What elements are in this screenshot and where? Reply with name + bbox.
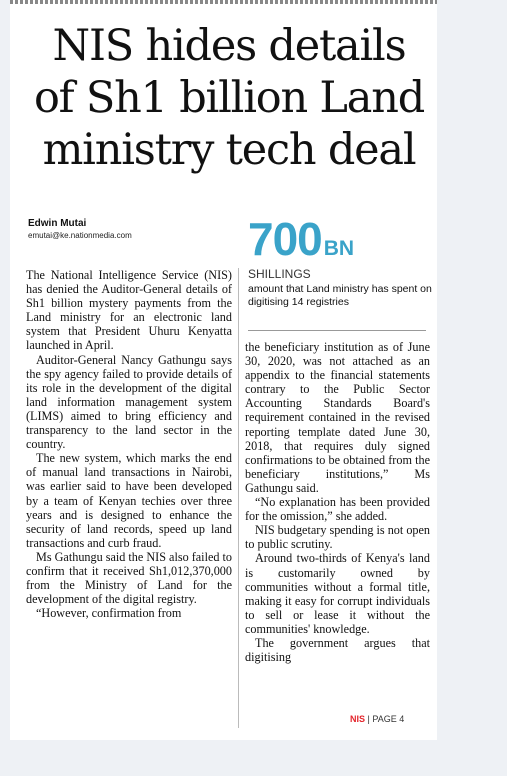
paragraph: “No explanation has been provided for th… [245, 495, 430, 524]
paragraph: “However, confirmation from [36, 606, 182, 621]
paragraph: Around two-thirds of Kenya's land is cus… [245, 551, 430, 636]
paragraph: Ms Gathungu said the NIS also failed to … [26, 549, 232, 607]
paragraph: The National Intelligence Service (NIS) … [26, 268, 232, 353]
continuation-tag: NIS [350, 714, 366, 724]
author-email: emutai@ke.nationmedia.com [28, 231, 132, 240]
stat-description: amount that Land ministry has spent on d… [248, 283, 432, 308]
author-name: Edwin Mutai [28, 218, 87, 229]
paragraph: Auditor-General Nancy Gathungu says the … [26, 352, 232, 452]
top-rule [10, 0, 437, 4]
stat-divider [248, 330, 426, 331]
paragraph: The new system, which marks the end of m… [26, 451, 232, 550]
paragraph: The government argues that digitising [245, 635, 430, 665]
article-column-2: the beneficiary institution as of June 3… [245, 340, 430, 664]
newspaper-page: NIS hides details of Sh1 billion Land mi… [10, 0, 437, 740]
stat-callout: 700BN SHILLINGS amount that Land ministr… [248, 215, 433, 309]
headline: NIS hides details of Sh1 billion Land mi… [24, 20, 434, 176]
headline-line-3: ministry tech deal [42, 125, 417, 175]
stat-number: 700 [248, 213, 323, 265]
headline-line-1: NIS hides details [52, 21, 407, 71]
stat-figure: 700BN [248, 215, 433, 263]
continuation-reference: NIS | PAGE 4 [350, 714, 404, 724]
continuation-separator: | [367, 714, 370, 724]
headline-line-2: of Sh1 billion Land [33, 73, 425, 123]
column-divider [238, 268, 239, 728]
article-column-1: The National Intelligence Service (NIS) … [26, 268, 232, 620]
stat-unit: BN [323, 237, 355, 260]
continuation-page: PAGE 4 [372, 714, 405, 724]
byline: Edwin Mutai emutai@ke.nationmedia.com [28, 218, 132, 240]
paragraph: the beneficiary institution as of June 3… [245, 340, 430, 495]
paragraph: NIS budgetary spending is not open to pu… [245, 523, 431, 552]
stat-currency: SHILLINGS [248, 267, 311, 281]
